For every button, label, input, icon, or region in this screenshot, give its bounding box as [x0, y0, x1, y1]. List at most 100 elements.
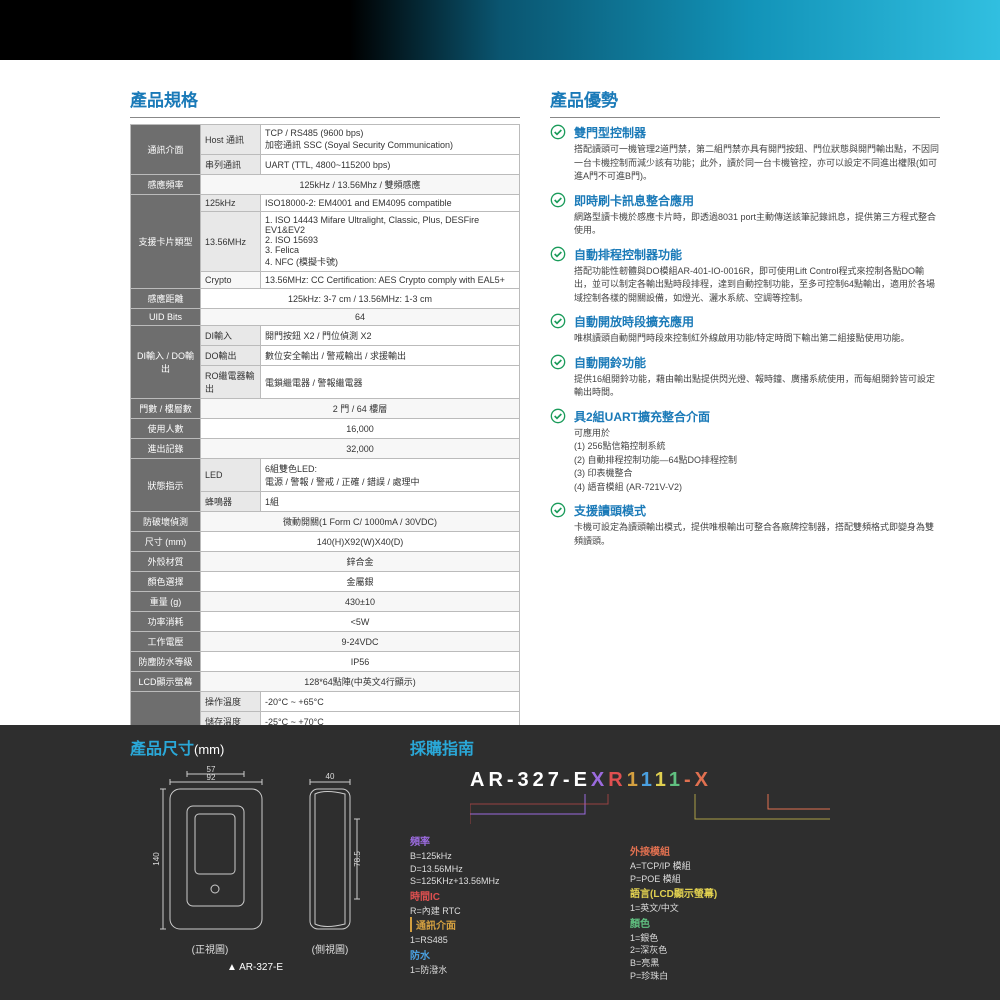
svg-text:92: 92: [207, 773, 216, 782]
table-row: 進出記錄32,000: [131, 439, 520, 459]
table-row: 環境參數操作溫度-20°C ~ +65°C: [131, 692, 520, 712]
spec-hdr: 功率消耗: [131, 612, 201, 632]
adv-title: 自動開鈴功能: [574, 354, 940, 371]
advantage-item: 支援讀頭模式卡機可設定為讀頭輸出模式，提供唯根輸出可整合各廠牌控制器，搭配雙頻格…: [550, 502, 940, 548]
spec-hdr: LCD顯示螢幕: [131, 672, 201, 692]
check-icon: [550, 408, 566, 424]
adv-title: 雙門型控制器: [574, 124, 940, 141]
adv-title: 支援讀頭模式: [574, 502, 940, 519]
check-icon: [550, 124, 566, 140]
svg-text:57: 57: [207, 765, 216, 774]
table-row: 外殼材質鋅合金: [131, 552, 520, 572]
dim-title: 產品尺寸: [130, 741, 194, 758]
table-row: 感應距離125kHz: 3-7 cm / 13.56MHz: 1-3 cm: [131, 289, 520, 309]
adv-text: 提供16組開鈴功能，藉由輸出點提供閃光燈、報時鐘、廣播系統使用，而每組開鈴皆可設…: [574, 373, 940, 400]
spec-val: 微動開關(1 Form C/ 1000mA / 30VDC): [201, 512, 520, 532]
spec-val: UART (TTL, 4800~115200 bps): [261, 155, 520, 175]
advantage-item: 即時刷卡訊息整合應用網路型讀卡機於感應卡片時，即透過8031 port主動傳送該…: [550, 192, 940, 238]
table-row: 功率消耗<5W: [131, 612, 520, 632]
svg-text:78.5: 78.5: [353, 851, 362, 867]
spec-val: 16,000: [201, 419, 520, 439]
spec-val: 13.56MHz: CC Certification: AES Crypto c…: [261, 272, 520, 289]
option-block: 顏色1=銀色2=深灰色B=亮黑P=珍珠白: [630, 915, 830, 982]
spec-sub: 蜂鳴器: [201, 492, 261, 512]
svg-text:140: 140: [152, 852, 161, 866]
option-title: 語言(LCD顯示螢幕): [630, 885, 830, 900]
option-line: 1=RS485: [410, 934, 610, 947]
side-view-label: (側視圖): [295, 941, 365, 956]
table-row: 門數 / 樓層數2 門 / 64 樓層: [131, 399, 520, 419]
spec-sub: DO輸出: [201, 346, 261, 366]
spec-hdr: 顏色選擇: [131, 572, 201, 592]
table-row: LCD顯示螢幕128*64點陣(中英文4行顯示): [131, 672, 520, 692]
option-line: 1=英文/中文: [630, 902, 830, 915]
spec-val: 32,000: [201, 439, 520, 459]
option-line: 1=銀色: [630, 932, 830, 945]
spec-val: 鋅合金: [201, 552, 520, 572]
spec-hdr: 重量 (g): [131, 592, 201, 612]
advantage-item: 自動開放時段擴充應用唯棋讀頭自動開門時段來控制紅外線啟用功能/特定時間下輸出第二…: [550, 313, 940, 346]
table-row: 支援卡片類型125kHzISO18000-2: EM4001 and EM409…: [131, 195, 520, 212]
check-icon: [550, 246, 566, 262]
spec-val: 64: [201, 309, 520, 326]
spec-val: 140(H)X92(W)X40(D): [201, 532, 520, 552]
table-row: 使用人數16,000: [131, 419, 520, 439]
spec-val: 開門按鈕 X2 / 門位偵測 X2: [261, 326, 520, 346]
spec-hdr: 防破壞偵測: [131, 512, 201, 532]
spec-title: 產品規格: [130, 80, 520, 118]
table-row: 防塵防水等級IP56: [131, 652, 520, 672]
spec-hdr: 通訊介面: [131, 125, 201, 175]
adv-text: 網路型讀卡機於感應卡片時，即透過8031 port主動傳送該筆記錄訊息，提供第三…: [574, 211, 940, 238]
check-icon: [550, 354, 566, 370]
product-tag: ▲ AR-327-E: [130, 962, 380, 973]
spec-hdr: 感應頻率: [131, 175, 201, 195]
spec-val: 9-24VDC: [201, 632, 520, 652]
spec-hdr: 防塵防水等級: [131, 652, 201, 672]
spec-hdr: 使用人數: [131, 419, 201, 439]
spec-val: <5W: [201, 612, 520, 632]
option-title: 防水: [410, 947, 610, 962]
table-row: 工作電壓9-24VDC: [131, 632, 520, 652]
front-view-label: (正視圖): [145, 941, 275, 956]
option-block: 頻率B=125kHzD=13.56MHzS=125KHz+13.56MHz: [410, 833, 610, 888]
option-line: P=珍珠白: [630, 970, 830, 983]
table-row: 重量 (g)430±10: [131, 592, 520, 612]
table-row: 防破壞偵測微動開關(1 Form C/ 1000mA / 30VDC): [131, 512, 520, 532]
spec-val: 數位安全輸出 / 警戒輸出 / 求援輸出: [261, 346, 520, 366]
adv-text: 卡機可設定為讀頭輸出模式，提供唯根輸出可整合各廠牌控制器，搭配雙頻格式即變身為雙…: [574, 521, 940, 548]
advantage-item: 自動排程控制器功能搭配功能性韌體與DO模組AR-401-IO-0016R，即可使…: [550, 246, 940, 306]
bottom-panel: 產品尺寸(mm) 92 57 140: [0, 725, 1000, 1000]
spec-sub: DI輸入: [201, 326, 261, 346]
spec-val: 1組: [261, 492, 520, 512]
spec-val: 6組雙色LED: 電源 / 警報 / 警戒 / 正確 / 錯誤 / 處理中: [261, 459, 520, 492]
top-banner: [0, 0, 1000, 60]
spec-hdr: UID Bits: [131, 309, 201, 326]
table-row: 通訊介面Host 通訊TCP / RS485 (9600 bps) 加密通訊 S…: [131, 125, 520, 155]
spec-val: -20°C ~ +65°C: [261, 692, 520, 712]
adv-title: 自動排程控制器功能: [574, 246, 940, 263]
table-row: 狀態指示LED6組雙色LED: 電源 / 警報 / 警戒 / 正確 / 錯誤 /…: [131, 459, 520, 492]
spec-hdr: DI輸入 / DO輸出: [131, 326, 201, 399]
spec-hdr: 支援卡片類型: [131, 195, 201, 289]
spec-hdr: 門數 / 樓層數: [131, 399, 201, 419]
spec-val: 1. ISO 14443 Mifare Ultralight, Classic,…: [261, 212, 520, 272]
spec-hdr: 工作電壓: [131, 632, 201, 652]
spec-val: 電鎖繼電器 / 警報繼電器: [261, 366, 520, 399]
option-title: 通訊介面: [410, 917, 610, 932]
check-icon: [550, 192, 566, 208]
table-row: 感應頻率125kHz / 13.56Mhz / 雙頻感應: [131, 175, 520, 195]
option-title: 頻率: [410, 833, 610, 848]
option-line: R=內建 RTC: [410, 905, 610, 918]
option-title: 時間IC: [410, 888, 610, 903]
adv-text: 唯棋讀頭自動開門時段來控制紅外線啟用功能/特定時間下輸出第二組接點使用功能。: [574, 332, 940, 346]
option-block: 外接模組A=TCP/IP 模組P=POE 模組: [630, 843, 830, 885]
connector-lines: [470, 794, 950, 824]
spec-sub: LED: [201, 459, 261, 492]
adv-title: 產品優勢: [550, 80, 940, 118]
option-block: 防水1=防潑水: [410, 947, 610, 977]
spec-hdr: 尺寸 (mm): [131, 532, 201, 552]
option-line: B=亮黑: [630, 957, 830, 970]
adv-text: 搭配功能性韌體與DO模組AR-401-IO-0016R，即可使用Lift Con…: [574, 265, 940, 306]
adv-title: 即時刷卡訊息整合應用: [574, 192, 940, 209]
spec-hdr: 外殼材質: [131, 552, 201, 572]
